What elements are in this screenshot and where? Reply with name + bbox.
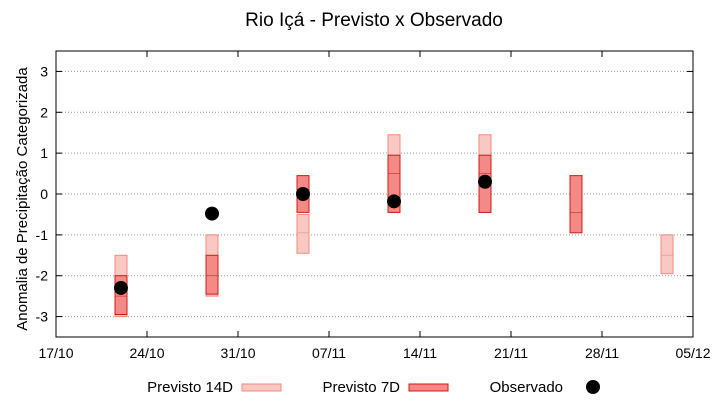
previsto-14d-box — [660, 234, 674, 275]
x-tick-label: 14/11 — [403, 345, 437, 361]
legend-previsto-14d-swatch — [241, 383, 282, 392]
x-tick-label: 07/11 — [312, 345, 346, 361]
previsto-7d-box — [205, 254, 219, 295]
y-tick-label: 2 — [40, 104, 48, 120]
legend: Previsto 14D Previsto 7D Observado — [147, 379, 600, 396]
y-tick-label: 3 — [40, 63, 48, 79]
y-tick-label: -2 — [36, 268, 49, 284]
legend-previsto-14d-label: Previsto 14D — [147, 379, 233, 396]
previsto-14d-box — [296, 213, 310, 254]
legend-observado-label: Observado — [490, 379, 563, 396]
chart-title: Rio Içá - Previsto x Observado — [245, 10, 503, 31]
observado-point — [114, 280, 128, 295]
x-tick-label: 24/10 — [129, 345, 164, 361]
grid — [56, 70, 693, 318]
y-tick-label: -1 — [36, 227, 49, 243]
observado-point — [296, 187, 310, 201]
observado-point — [205, 206, 219, 221]
previsto-7d-box — [569, 175, 583, 234]
x-tick-label: 31/10 — [220, 345, 255, 361]
x-tick-label: 21/11 — [494, 345, 528, 361]
x-tick-label: 17/10 — [38, 345, 73, 361]
legend-previsto-7d-swatch — [408, 383, 449, 392]
y-axis-label: Anomalia de Precipitação Categorizada — [14, 67, 31, 331]
ticks: 3 2 1 0 -1 -2 -3 17/10 24/10 31/10 07/11 14/11 21/11… — [36, 51, 711, 361]
y-tick-label: 1 — [40, 145, 48, 161]
legend-previsto-7d-label: Previsto 7D — [322, 379, 400, 396]
observado-point — [387, 194, 401, 209]
x-tick-label: 28/11 — [585, 345, 619, 361]
observado-point — [478, 174, 492, 189]
legend-observado-swatch — [586, 380, 600, 394]
y-tick-label: 0 — [40, 186, 48, 202]
y-tick-label: -3 — [36, 309, 49, 325]
x-tick-label: 05/12 — [675, 345, 710, 361]
series-layer — [114, 134, 674, 318]
